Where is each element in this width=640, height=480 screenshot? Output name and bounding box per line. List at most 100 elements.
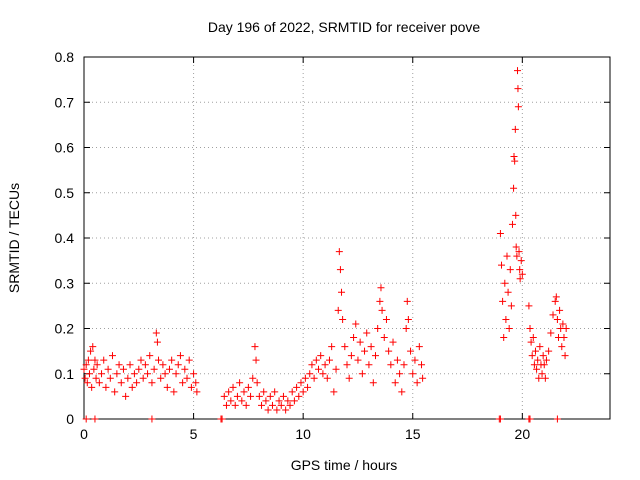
data-point	[363, 329, 371, 337]
data-point	[505, 325, 513, 332]
data-point	[504, 288, 512, 296]
data-point	[549, 311, 557, 319]
data-point	[419, 374, 427, 382]
chart-title: Day 196 of 2022, SRMTID for receiver pov…	[208, 19, 481, 35]
data-point	[176, 352, 184, 360]
data-point	[102, 383, 110, 391]
x-tick-label: 5	[190, 426, 198, 442]
data-point	[323, 374, 331, 382]
data-point	[262, 397, 270, 405]
data-point	[377, 284, 385, 292]
data-point	[517, 257, 525, 265]
y-tick-label: 0.3	[55, 275, 75, 291]
data-point	[126, 361, 134, 369]
data-point	[506, 266, 514, 274]
data-point	[253, 379, 261, 387]
data-point	[144, 370, 152, 378]
data-point	[119, 365, 127, 373]
data-point	[165, 365, 173, 373]
data-point	[150, 365, 158, 373]
data-point	[409, 370, 417, 378]
data-point	[516, 275, 524, 283]
data-point	[106, 374, 114, 382]
data-point	[413, 379, 421, 387]
data-point	[242, 401, 250, 409]
data-point	[560, 334, 568, 342]
data-point	[398, 388, 406, 396]
data-point	[503, 252, 511, 260]
data-point	[538, 370, 546, 378]
data-point	[88, 383, 96, 391]
y-tick-label: 0.7	[55, 94, 75, 110]
data-point	[172, 370, 180, 378]
data-point	[528, 352, 536, 360]
data-point	[273, 406, 281, 414]
data-point	[393, 356, 401, 364]
data-point	[319, 370, 327, 378]
data-point	[513, 252, 521, 260]
data-point	[288, 388, 296, 396]
data-point	[113, 370, 121, 378]
data-point	[157, 374, 165, 382]
data-point	[553, 415, 561, 423]
data-point	[382, 315, 390, 323]
data-point	[122, 392, 130, 400]
data-point	[526, 325, 534, 332]
data-point	[391, 379, 399, 387]
data-point	[387, 361, 395, 369]
data-point	[376, 297, 384, 305]
data-point	[240, 388, 248, 396]
data-point	[183, 374, 191, 382]
data-point	[558, 343, 566, 351]
x-tick-label: 20	[515, 426, 531, 442]
data-point	[271, 388, 279, 396]
data-point	[498, 261, 506, 269]
data-point	[159, 361, 167, 369]
data-point	[137, 356, 145, 364]
data-point	[530, 361, 538, 369]
data-point	[402, 325, 410, 332]
data-point	[80, 365, 88, 373]
data-point	[411, 356, 419, 364]
data-point	[561, 352, 569, 360]
data-point	[356, 338, 364, 346]
data-point	[251, 343, 259, 351]
data-point	[336, 266, 344, 274]
data-point	[227, 397, 235, 405]
data-point	[367, 343, 375, 351]
data-point	[193, 388, 201, 396]
data-point	[286, 401, 294, 409]
data-point	[335, 248, 343, 256]
data-point	[496, 415, 504, 423]
data-point	[95, 379, 103, 387]
data-point	[139, 374, 147, 382]
data-point	[539, 352, 547, 360]
data-point	[111, 388, 119, 396]
data-point	[345, 374, 353, 382]
data-point	[510, 153, 518, 161]
data-point	[90, 365, 98, 373]
data-point	[559, 320, 567, 328]
data-point	[354, 356, 362, 364]
data-point	[277, 401, 285, 409]
data-point	[511, 125, 519, 133]
data-point	[306, 370, 314, 378]
data-point	[236, 379, 244, 387]
data-point	[536, 343, 544, 351]
data-point	[542, 356, 550, 364]
data-point	[547, 329, 555, 337]
data-point	[244, 383, 252, 391]
grid	[84, 57, 610, 419]
data-point	[130, 370, 138, 378]
data-point	[231, 401, 239, 409]
data-point	[284, 397, 292, 405]
data-point	[179, 379, 187, 387]
data-point	[91, 356, 99, 364]
data-point	[104, 365, 112, 373]
data-point	[133, 379, 141, 387]
data-point	[264, 406, 272, 414]
data-point	[290, 397, 298, 405]
data-point	[225, 388, 233, 396]
data-point	[400, 361, 408, 369]
data-point	[220, 392, 228, 400]
